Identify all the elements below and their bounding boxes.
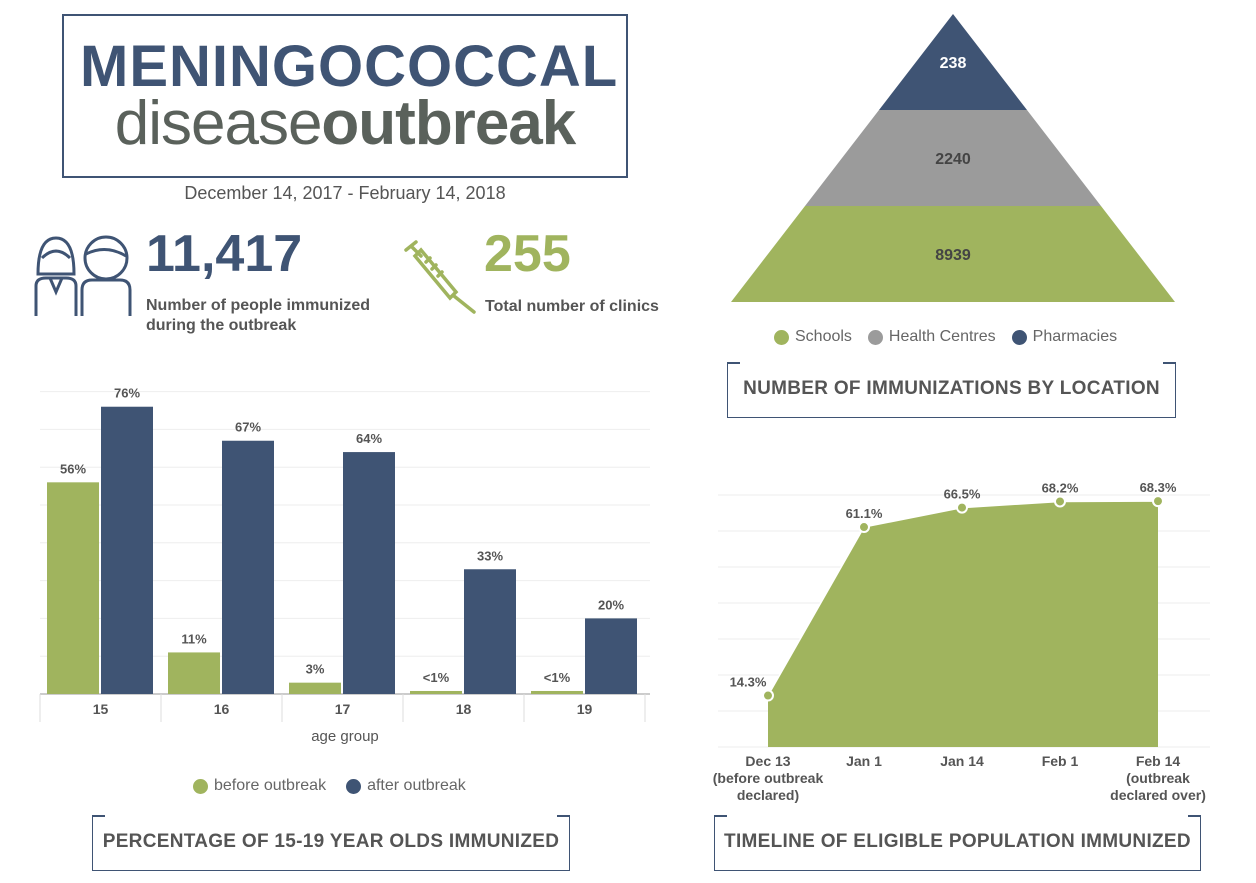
x-tick-label: 17 — [335, 701, 351, 717]
bar-before-outbreak — [289, 682, 341, 694]
bar-before-outbreak — [410, 690, 462, 694]
bar-chart-title: PERCENTAGE OF 15-19 YEAR OLDS IMMUNIZED — [102, 831, 560, 852]
legend-label: Pharmacies — [1032, 328, 1118, 345]
title-bold: outbreak — [321, 89, 576, 158]
legend-dot — [1011, 329, 1027, 345]
legend-dot — [774, 329, 789, 345]
bar-data-label: 3% — [306, 662, 325, 677]
bar-before-outbreak — [47, 482, 99, 694]
pyramid-legend: Schools Health Centres Pharmacies — [774, 328, 1117, 346]
x-tick-line: Feb 14 — [1135, 753, 1181, 769]
bar-data-label: 64% — [356, 431, 382, 446]
legend-item-after: after outbreak — [346, 777, 466, 795]
x-tick-line: Jan 14 — [940, 753, 984, 769]
title-line-1: MENINGOCOCCAL — [80, 34, 619, 99]
legend-label: Schools — [795, 328, 852, 345]
pyramid-segment-pharmacies — [879, 14, 1027, 110]
bar-before-outbreak — [531, 690, 583, 694]
bar-chart-xlabel: age group — [311, 728, 379, 745]
pyramid-value-label: 8939 — [935, 247, 971, 264]
data-point — [858, 521, 870, 534]
pyramid-segment-schools — [731, 206, 1175, 302]
label-line: during the outbreak — [146, 317, 297, 334]
area-data-label: 61.1% — [846, 506, 883, 521]
x-tick-label: 19 — [577, 701, 593, 717]
bar-after-outbreak — [222, 440, 274, 694]
bar-after-outbreak — [464, 569, 516, 694]
x-tick-label: 16 — [214, 701, 230, 717]
legend-item-health-centres: Health Centres — [867, 328, 996, 346]
x-tick-label: 15 — [93, 701, 109, 717]
area-fill — [768, 501, 1158, 747]
x-tick-line: (before outbreak — [712, 770, 824, 786]
data-point — [956, 501, 968, 514]
bar-after-outbreak — [585, 618, 637, 694]
area-data-label: 68.3% — [1140, 480, 1177, 495]
clinics-label: Total number of clinics — [485, 298, 659, 315]
title-line-2: diseaseoutbreak — [80, 92, 610, 156]
area-data-label: 68.2% — [1042, 480, 1079, 495]
legend-item-pharmacies: Pharmacies — [1011, 328, 1118, 346]
pyramid-value-label: 2240 — [935, 151, 971, 168]
area-chart-title: TIMELINE OF ELIGIBLE POPULATION IMMUNIZE… — [724, 831, 1191, 852]
legend-dot — [867, 329, 883, 345]
data-point — [1152, 495, 1164, 508]
people-icon — [34, 235, 132, 316]
x-tick-label: Jan 1 — [846, 753, 882, 770]
area-data-label: 14.3% — [730, 675, 767, 690]
legend-dot — [193, 778, 208, 794]
legend-dot — [346, 778, 362, 794]
bar-after-outbreak — [343, 452, 395, 694]
legend-label: after outbreak — [367, 777, 466, 794]
x-tick-line: Dec 13 — [745, 753, 791, 769]
legend-item-before: before outbreak — [193, 777, 326, 795]
bar-after-outbreak — [101, 406, 153, 694]
date-range: December 14, 2017 - February 14, 2018 — [184, 183, 506, 203]
bar-data-label: 76% — [114, 386, 140, 401]
legend-item-schools: Schools — [774, 328, 852, 346]
bar-data-label: 56% — [60, 461, 86, 476]
syringe-icon — [404, 240, 476, 314]
area-chart: 14.3% 61.1% 66.5% 68.2% 68.3% — [718, 480, 1210, 748]
label-line: Number of people immunized — [146, 297, 371, 314]
bar-legend: before outbreak after outbreak — [193, 777, 466, 795]
pyramid-value-label: 238 — [940, 55, 967, 72]
title-frame — [62, 14, 628, 178]
bar-data-label: 67% — [235, 420, 261, 435]
x-tick-line: declared) — [736, 787, 800, 803]
x-tick-label: Feb 14 (outbreak declared over) — [1110, 753, 1206, 804]
area-data-label: 66.5% — [944, 487, 981, 502]
x-tick-line: Jan 1 — [846, 753, 882, 769]
x-tick-label: Dec 13 (before outbreak declared) — [713, 753, 823, 804]
data-point — [1054, 495, 1066, 508]
clinics-value: 255 — [484, 225, 571, 283]
data-point — [762, 689, 774, 702]
x-tick-line: (outbreak — [1126, 770, 1190, 786]
pyramid-chart: 238 2240 8939 — [731, 14, 1175, 302]
x-tick-label: Jan 14 — [940, 753, 984, 770]
x-tick-label: Feb 1 — [1042, 753, 1079, 770]
x-tick-label: 18 — [456, 701, 472, 717]
bar-data-label: <1% — [544, 670, 571, 685]
pyramid-title: NUMBER OF IMMUNIZATIONS BY LOCATION — [743, 378, 1160, 399]
area-chart-title-frame: TIMELINE OF ELIGIBLE POPULATION IMMUNIZE… — [714, 813, 1201, 873]
bar-data-label: 11% — [181, 631, 207, 646]
legend-label: Health Centres — [888, 328, 996, 345]
x-tick-line: Feb 1 — [1041, 753, 1079, 769]
bar-data-label: 20% — [598, 597, 624, 612]
bar-data-label: <1% — [423, 670, 450, 685]
title-light: disease — [114, 89, 323, 158]
people-immunized-value: 11,417 — [146, 225, 303, 283]
bar-data-label: 33% — [477, 548, 503, 563]
bar-before-outbreak — [168, 652, 220, 694]
pyramid-segment-health-centres — [805, 110, 1101, 206]
people-immunized-label: Number of people immunized during the out… — [146, 296, 370, 336]
bar-chart: 15 56% 76% 16 11% 67% 17 3% 64% 18 <1% 33% 19 <1% 20% — [39, 386, 650, 722]
pyramid-title-frame: NUMBER OF IMMUNIZATIONS BY LOCATION — [727, 360, 1176, 420]
x-tick-line: declared over) — [1110, 787, 1206, 803]
legend-label: before outbreak — [214, 777, 327, 794]
bar-chart-title-frame: PERCENTAGE OF 15-19 YEAR OLDS IMMUNIZED — [92, 813, 570, 873]
